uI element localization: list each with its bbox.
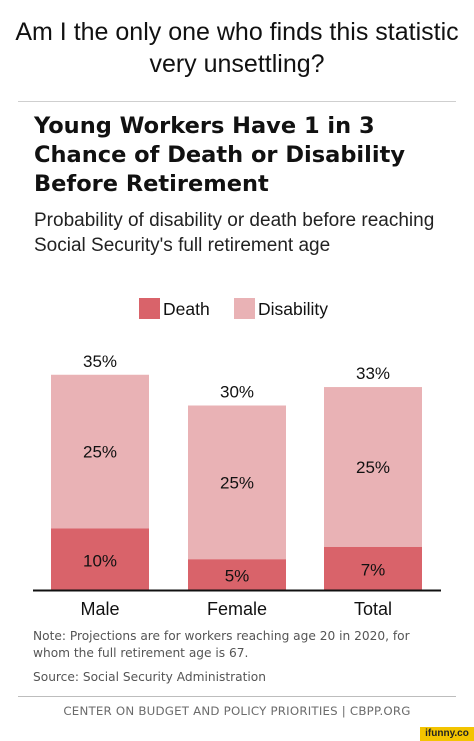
legend-swatch-disability xyxy=(234,298,255,319)
category-label-female: Female xyxy=(207,599,267,619)
chart-note: Note: Projections are for workers reachi… xyxy=(33,629,410,660)
total-label-female: 30% xyxy=(220,383,254,402)
disability-label-total: 25% xyxy=(356,458,390,477)
legend-label-disability: Disability xyxy=(258,299,328,319)
bar-death-female xyxy=(188,559,286,590)
bar-disability-total xyxy=(324,387,422,547)
legend-label-death: Death xyxy=(163,299,210,319)
disability-label-female: 25% xyxy=(220,473,254,492)
legend-swatch-death xyxy=(139,298,160,319)
bar-death-male xyxy=(51,528,149,590)
death-label-female: 5% xyxy=(225,567,250,586)
bar-disability-male xyxy=(51,374,149,529)
bar-disability-female xyxy=(188,405,286,560)
category-label-male: Male xyxy=(80,599,119,619)
top-divider xyxy=(18,101,456,102)
meme-caption: Am I the only one who finds this statist… xyxy=(15,18,459,78)
bar-death-total xyxy=(324,546,422,590)
total-label-male: 35% xyxy=(83,352,117,371)
chart-title: Young Workers Have 1 in 3 Chance of Deat… xyxy=(34,113,405,197)
disability-label-male: 25% xyxy=(83,443,117,462)
ifunny-watermark: ifunny.co xyxy=(420,727,474,741)
bottom-divider xyxy=(18,696,456,697)
total-label-total: 33% xyxy=(356,364,390,383)
death-label-male: 10% xyxy=(83,551,117,570)
footer-credit: CENTER ON BUDGET AND POLICY PRIORITIES |… xyxy=(63,704,411,718)
chart-source: Source: Social Security Administration xyxy=(33,670,266,684)
stacked-bar-chart: Death Disability 35% 25% 10% Male 30% 25% 5% Fema… xyxy=(33,298,441,619)
death-label-total: 7% xyxy=(361,560,386,579)
chart-subtitle: Probability of disability or death befor… xyxy=(34,210,435,256)
category-label-total: Total xyxy=(354,599,392,619)
